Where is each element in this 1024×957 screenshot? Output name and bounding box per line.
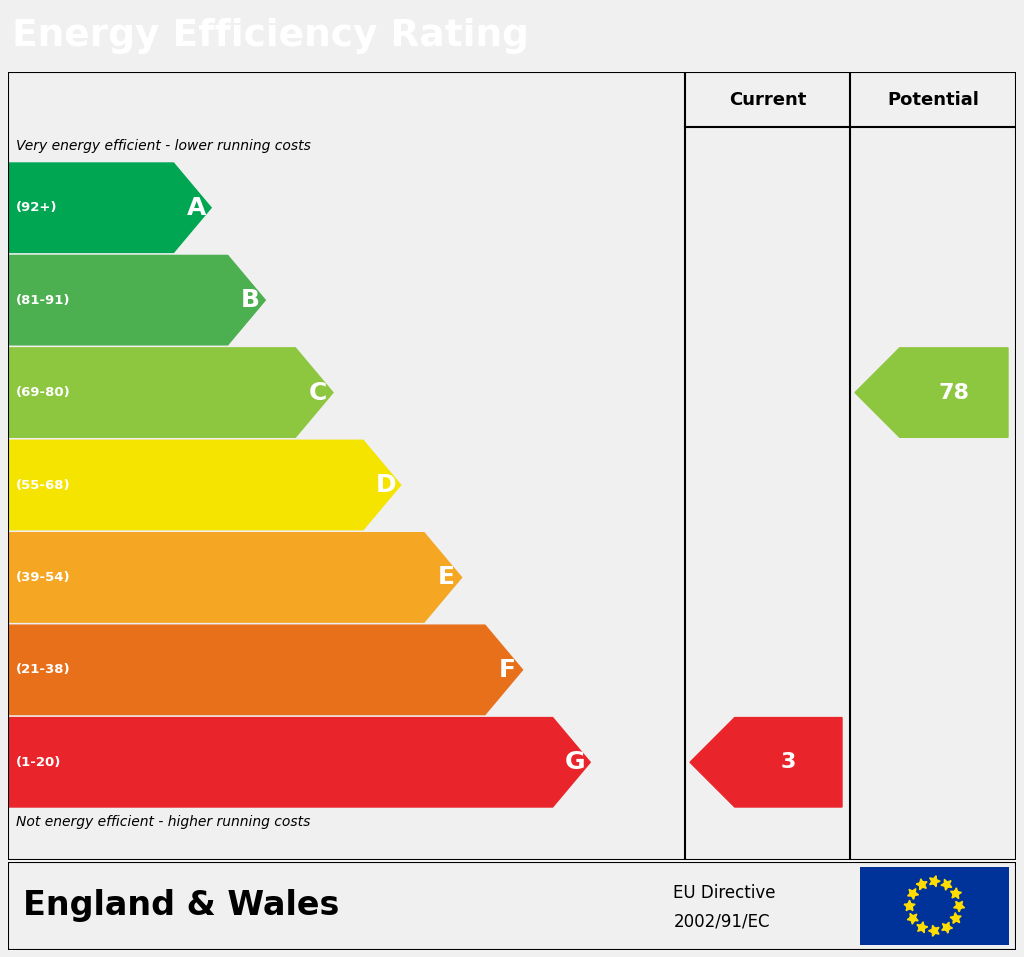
- Polygon shape: [950, 913, 962, 924]
- Polygon shape: [916, 879, 927, 890]
- Polygon shape: [855, 347, 1008, 437]
- Text: 3: 3: [780, 752, 796, 772]
- Text: 78: 78: [938, 383, 970, 403]
- Polygon shape: [929, 925, 939, 936]
- Polygon shape: [8, 256, 265, 345]
- Polygon shape: [904, 901, 915, 911]
- Text: E: E: [438, 566, 455, 590]
- Polygon shape: [907, 889, 919, 900]
- Text: D: D: [376, 473, 396, 497]
- Text: 2002/91/EC: 2002/91/EC: [674, 913, 770, 931]
- Polygon shape: [8, 163, 211, 253]
- Text: (1-20): (1-20): [16, 756, 61, 768]
- Polygon shape: [916, 922, 928, 933]
- Polygon shape: [8, 625, 522, 715]
- Polygon shape: [941, 879, 951, 890]
- Polygon shape: [930, 876, 940, 887]
- Text: (81-91): (81-91): [16, 294, 71, 306]
- Polygon shape: [950, 888, 962, 899]
- Polygon shape: [690, 718, 842, 807]
- Text: Energy Efficiency Rating: Energy Efficiency Rating: [12, 18, 529, 54]
- Polygon shape: [8, 347, 333, 437]
- Text: G: G: [565, 750, 586, 774]
- Text: (55-68): (55-68): [16, 478, 71, 492]
- Text: Not energy efficient - higher running costs: Not energy efficient - higher running co…: [16, 815, 310, 829]
- Bar: [860, 867, 1009, 945]
- Polygon shape: [907, 913, 919, 924]
- Polygon shape: [8, 440, 400, 530]
- Text: (69-80): (69-80): [16, 386, 71, 399]
- Polygon shape: [942, 923, 952, 933]
- Text: B: B: [241, 288, 260, 312]
- Text: EU Directive: EU Directive: [674, 884, 776, 901]
- Text: Current: Current: [729, 91, 806, 108]
- Polygon shape: [953, 901, 965, 912]
- Text: (92+): (92+): [16, 201, 57, 214]
- Text: F: F: [499, 657, 516, 681]
- Text: (21-38): (21-38): [16, 663, 71, 677]
- Polygon shape: [8, 718, 590, 807]
- Text: C: C: [309, 381, 327, 405]
- Text: Potential: Potential: [887, 91, 979, 108]
- Text: (39-54): (39-54): [16, 571, 71, 584]
- Text: A: A: [186, 196, 206, 220]
- Text: England & Wales: England & Wales: [23, 889, 339, 923]
- Polygon shape: [8, 533, 462, 622]
- Text: Very energy efficient - lower running costs: Very energy efficient - lower running co…: [16, 139, 311, 153]
